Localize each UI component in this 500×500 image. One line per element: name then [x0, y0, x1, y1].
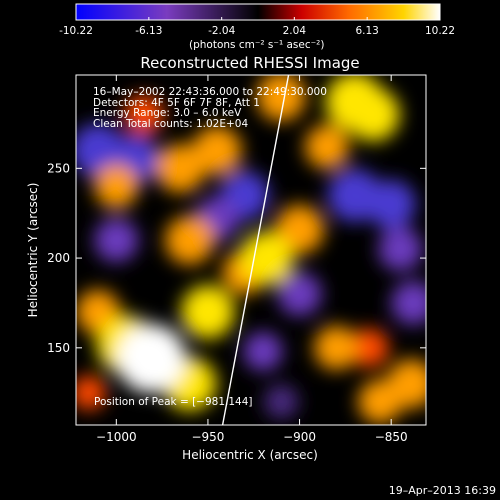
x-axis-tick-label: −950	[191, 430, 224, 444]
x-axis-tick-label: −900	[283, 430, 316, 444]
colorbar-tick-label: 10.22	[425, 25, 455, 37]
heatmap-emission-blob	[305, 124, 350, 169]
info-line-counts: Clean Total counts: 1.02E+04	[93, 117, 249, 130]
heatmap-emission-blob	[256, 75, 306, 121]
peak-position-label: Position of Peak = [−981,144]	[94, 396, 253, 408]
heatmap-emission-blob	[76, 375, 107, 410]
colorbar-units: (photons cm⁻² s⁻¹ asec⁻²)	[189, 39, 325, 51]
heatmap-blobs	[76, 75, 426, 424]
axis-ticks: −1000 −950 −900 −850 150 200 250	[47, 75, 426, 444]
info-block: 16–May–2002 22:43:36.000 to 22:49:30.000…	[93, 87, 327, 129]
colorbar-tick-label: -6.13	[135, 25, 162, 37]
x-axis-label: Heliocentric X (arcsec)	[182, 448, 318, 462]
heatmap-emission-blob	[386, 359, 426, 409]
heatmap-emission-blob	[314, 325, 359, 370]
x-axis-tick-label: −1000	[96, 430, 137, 444]
heatmap-image	[76, 75, 426, 425]
y-axis-tick-label: 250	[47, 161, 70, 175]
solar-limb-line	[221, 75, 290, 425]
heatmap-emission-blob	[349, 328, 389, 368]
heatmap-negative-blob	[391, 280, 426, 325]
colorbar-tick-label: 2.04	[283, 25, 307, 37]
info-line-energy: Energy Range: 3.0 – 6.0 keV	[93, 107, 242, 119]
heatmap-negative-blob	[277, 271, 322, 316]
heatmap-negative-blob	[94, 218, 139, 263]
heatmap-emission-blob	[124, 94, 164, 135]
heatmap-emission-blob	[325, 75, 384, 132]
heatmap-emission-blob	[156, 143, 205, 193]
y-axis-label: Heliocentric Y (arcsec)	[26, 183, 40, 318]
plot-frame	[75, 74, 427, 426]
y-axis-tick-label: 200	[47, 251, 70, 265]
heatmap-emission-blob	[181, 285, 235, 339]
heatmap-emission-blob	[165, 215, 215, 265]
heatmap-emission-blob	[116, 324, 186, 394]
info-line-detectors: Detectors: 4F 5F 6F 7F 8F, Att 1	[93, 96, 260, 109]
colorbar-tick-label: 6.13	[355, 25, 378, 37]
heatmap-negative-blob	[243, 331, 283, 372]
colorbar-tick-label: -10.22	[59, 25, 93, 37]
footer-date: 19–Apr–2013 16:39	[388, 484, 496, 497]
heatmap-emission-blob	[239, 231, 294, 285]
heatmap-emission-blob	[94, 164, 139, 209]
info-line-time: 16–May–2002 22:43:36.000 to 22:49:30.000	[93, 86, 327, 98]
colorbar-ticks: -10.22 -6.13 -2.04 2.04 6.13 10.22	[59, 17, 455, 37]
heatmap-negative-blob	[378, 227, 423, 272]
colorbar-tick-label: -2.04	[208, 25, 235, 37]
heatmap-emission-blob	[192, 125, 242, 175]
plot-title: Reconstructed RHESSI Image	[140, 54, 359, 72]
x-axis-tick-label: −850	[375, 430, 408, 444]
heatmap-negative-blob	[264, 384, 299, 419]
heatmap-negative-blob	[366, 179, 416, 229]
colorbar	[75, 3, 441, 21]
y-axis-tick-label: 150	[47, 341, 70, 355]
